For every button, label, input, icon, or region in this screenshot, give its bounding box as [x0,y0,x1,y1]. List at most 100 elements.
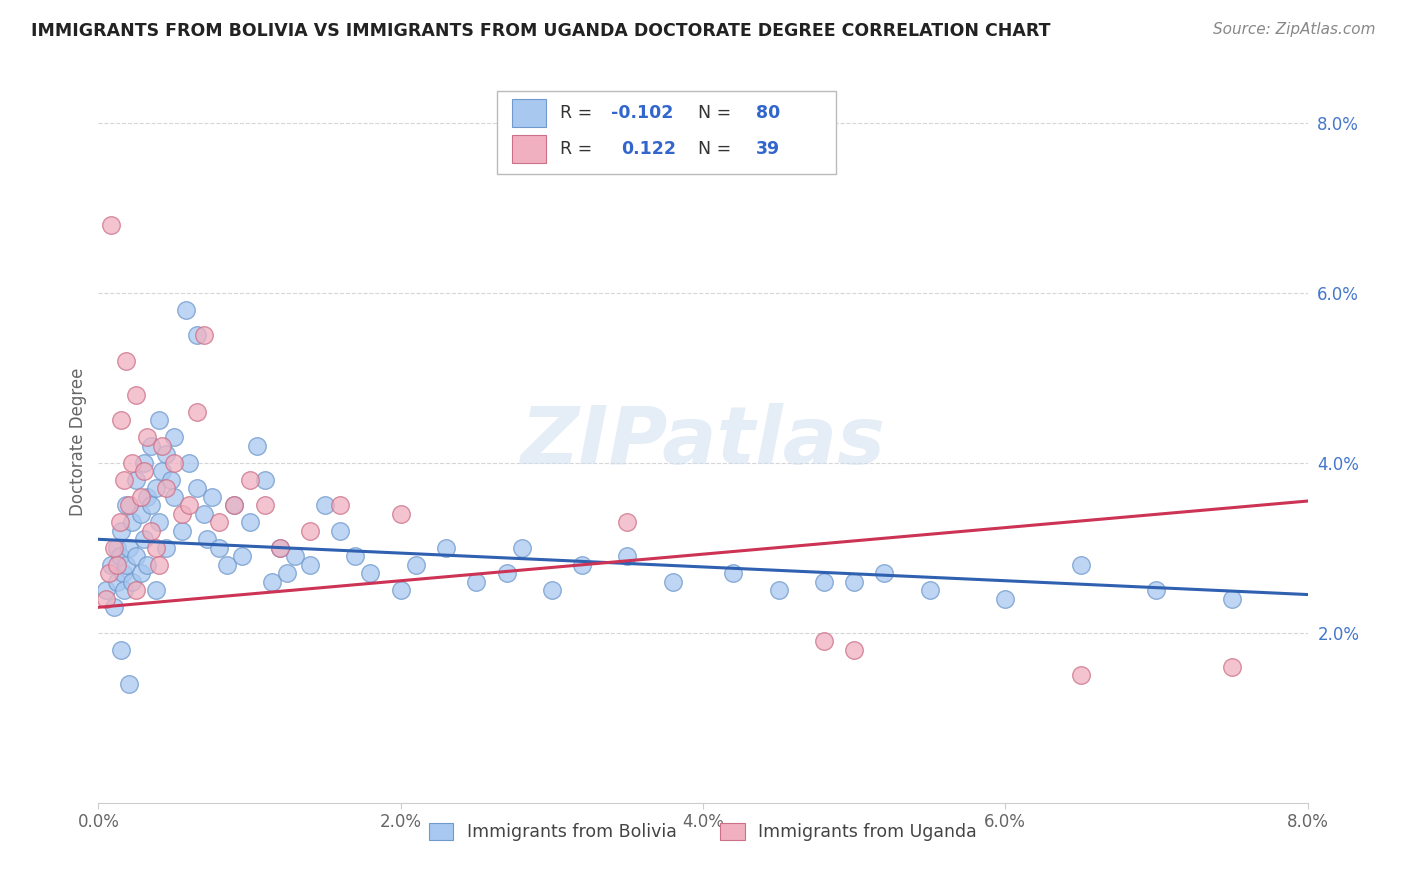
Point [125,473,148,487]
Point [170,507,193,521]
Point [103,600,125,615]
Point [163,456,186,470]
Text: IMMIGRANTS FROM BOLIVIA VS IMMIGRANTS FROM UGANDA DOCTORATE DEGREE CORRELATION C: IMMIGRANTS FROM BOLIVIA VS IMMIGRANTS FR… [31,22,1050,40]
Point [121,574,143,589]
Point [768,583,790,598]
Point [918,583,941,598]
Point [179,456,201,470]
Point [163,490,186,504]
Point [135,490,157,504]
Point [112,583,135,598]
Point [616,549,638,564]
Text: N =: N = [688,103,737,122]
Point [98,566,121,581]
Point [150,439,173,453]
Point [110,642,132,657]
Point [1146,583,1168,598]
Point [269,541,291,555]
Legend: Immigrants from Bolivia, Immigrants from Uganda: Immigrants from Bolivia, Immigrants from… [422,816,984,848]
Point [360,566,382,581]
Point [269,541,291,555]
Text: N =: N = [688,140,737,158]
Point [224,498,246,512]
Point [208,516,231,530]
Point [110,413,132,427]
Point [239,473,262,487]
Text: -0.102: -0.102 [612,103,673,122]
Point [148,516,170,530]
Point [141,498,163,512]
Point [246,439,269,453]
Point [195,533,218,547]
Point [389,583,412,598]
Point [193,507,215,521]
Point [873,566,896,581]
Point [314,498,336,512]
Point [405,558,427,572]
Text: ZIPatlas: ZIPatlas [520,402,886,481]
Point [105,558,128,572]
Point [100,558,122,572]
Point [132,533,155,547]
Point [465,574,488,589]
Point [103,541,125,555]
Point [1070,558,1092,572]
FancyBboxPatch shape [512,99,546,127]
Point [114,558,136,572]
Point [510,541,533,555]
Point [94,583,117,598]
Point [114,498,136,512]
Point [118,498,141,512]
Point [174,302,197,317]
Point [132,456,155,470]
Point [231,549,253,564]
Point [344,549,367,564]
Point [1220,591,1243,606]
Point [135,558,157,572]
Point [186,405,208,419]
Point [179,498,201,512]
Point [129,566,152,581]
Point [201,490,224,504]
Point [141,524,163,538]
Point [208,541,231,555]
Point [1220,660,1243,674]
Point [571,558,593,572]
Point [110,524,132,538]
Point [114,353,136,368]
Text: Source: ZipAtlas.com: Source: ZipAtlas.com [1212,22,1375,37]
Point [616,516,638,530]
Text: 0.122: 0.122 [621,140,676,158]
Point [148,558,170,572]
Point [145,541,167,555]
Point [125,549,148,564]
Text: 39: 39 [756,140,780,158]
Point [276,566,298,581]
FancyBboxPatch shape [512,136,546,162]
Text: R =: R = [561,103,598,122]
Point [186,328,208,343]
Point [284,549,307,564]
Point [540,583,562,598]
Point [112,473,135,487]
Point [160,473,183,487]
Point [495,566,517,581]
Point [132,464,155,478]
Point [329,524,352,538]
Point [723,566,745,581]
Point [141,439,163,453]
Point [253,498,276,512]
Point [163,430,186,444]
Point [813,574,835,589]
Point [125,583,148,598]
Point [155,541,177,555]
Point [129,507,152,521]
Point [118,677,141,691]
Point [170,524,193,538]
Point [105,541,128,555]
Point [105,574,128,589]
Point [844,642,866,657]
Point [193,328,215,343]
Point [145,583,167,598]
Point [813,634,835,648]
